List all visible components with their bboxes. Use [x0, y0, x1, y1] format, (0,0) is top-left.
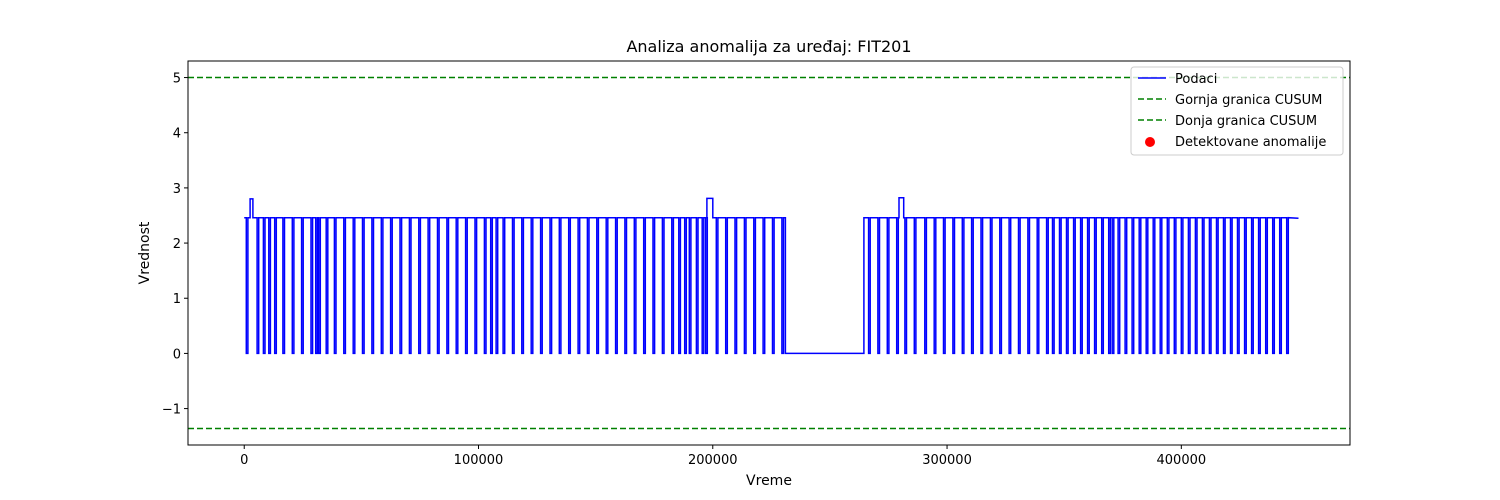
legend-swatch-anomalije [1145, 137, 1155, 147]
x-tick-label: 100000 [454, 453, 504, 468]
chart-title: Analiza anomalija za uređaj: FIT201 [626, 37, 911, 56]
legend-box [1130, 66, 1344, 156]
y-tick-label: 5 [173, 72, 181, 87]
y-axis-title: Vrednost [137, 221, 153, 284]
x-tick-label: 400000 [1157, 453, 1207, 468]
y-tick-label: 3 [173, 182, 181, 197]
x-tick-label: 200000 [688, 453, 738, 468]
x-tick-label: 0 [240, 453, 248, 468]
legend-label-anomalije: Detektovane anomalije [1175, 135, 1326, 150]
y-tick-label: 1 [173, 292, 181, 307]
legend-label-donja-granica: Donja granica CUSUM [1175, 114, 1317, 129]
y-axis: −1 0 1 2 3 4 5 [162, 72, 188, 418]
x-axis-title: Vreme [746, 473, 792, 489]
y-tick-label: 2 [173, 237, 181, 252]
y-tick-label: −1 [162, 403, 181, 418]
x-tick-label: 300000 [922, 453, 972, 468]
y-tick-label: 4 [173, 127, 181, 142]
plot-frame [187, 60, 1351, 446]
x-axis: 0 100000 200000 300000 400000 [240, 445, 1206, 468]
legend: Podaci Gornja granica CUSUM Donja granic… [1130, 66, 1344, 156]
series-podaci-line [244, 197, 1299, 355]
legend-label-gornja-granica: Gornja granica CUSUM [1175, 93, 1322, 108]
y-tick-label: 0 [173, 347, 181, 362]
legend-label-podaci: Podaci [1175, 72, 1217, 87]
